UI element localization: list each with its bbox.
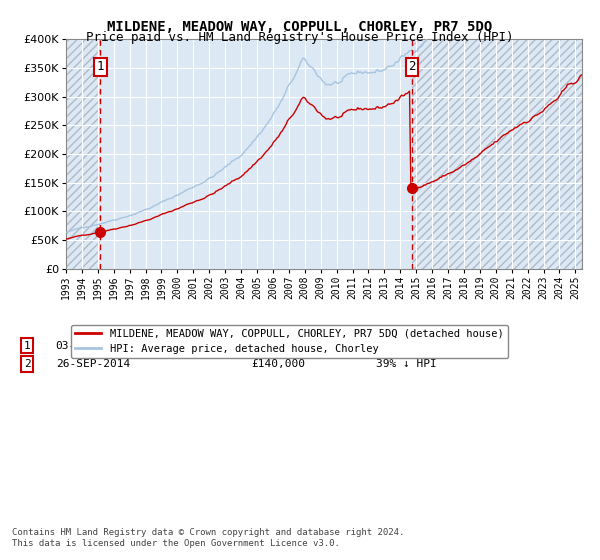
Text: £63,500: £63,500 xyxy=(252,340,299,351)
Text: £140,000: £140,000 xyxy=(252,359,306,369)
Text: 1: 1 xyxy=(24,340,31,351)
Text: 2: 2 xyxy=(408,60,416,73)
Legend: MILDENE, MEADOW WAY, COPPULL, CHORLEY, PR7 5DQ (detached house), HPI: Average pr: MILDENE, MEADOW WAY, COPPULL, CHORLEY, P… xyxy=(71,325,508,358)
Text: 1: 1 xyxy=(97,60,104,73)
Text: 19% ↓ HPI: 19% ↓ HPI xyxy=(376,340,436,351)
Text: MILDENE, MEADOW WAY, COPPULL, CHORLEY, PR7 5DQ: MILDENE, MEADOW WAY, COPPULL, CHORLEY, P… xyxy=(107,20,493,34)
Text: Price paid vs. HM Land Registry's House Price Index (HPI): Price paid vs. HM Land Registry's House … xyxy=(86,31,514,44)
Bar xyxy=(412,39,582,269)
Text: 03-MAR-1995: 03-MAR-1995 xyxy=(56,340,130,351)
Text: Contains HM Land Registry data © Crown copyright and database right 2024.
This d: Contains HM Land Registry data © Crown c… xyxy=(12,528,404,548)
Text: 26-SEP-2014: 26-SEP-2014 xyxy=(56,359,130,369)
Text: 39% ↓ HPI: 39% ↓ HPI xyxy=(376,359,436,369)
Bar xyxy=(66,39,100,269)
Text: 2: 2 xyxy=(24,359,31,369)
